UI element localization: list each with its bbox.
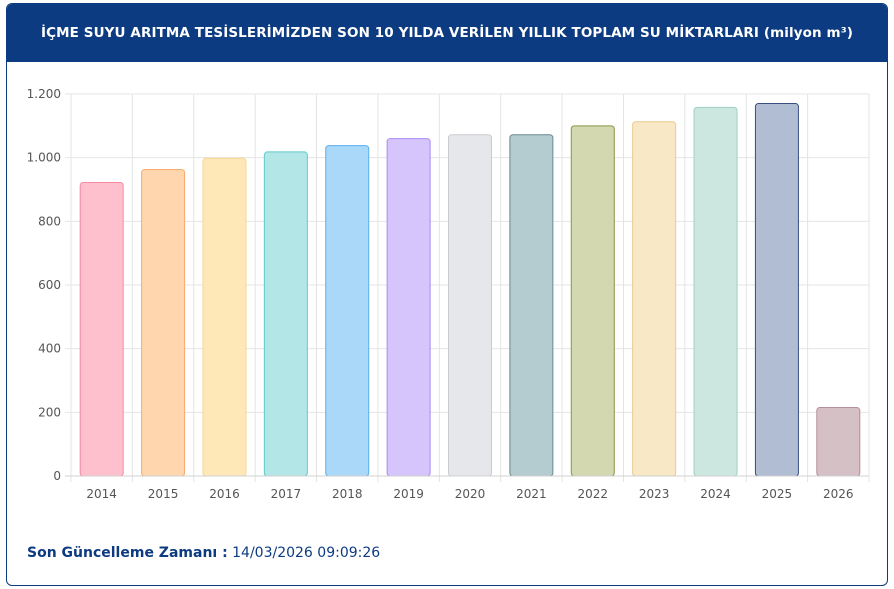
x-tick-label: 2024 xyxy=(700,487,731,501)
bar-2021 xyxy=(509,134,554,477)
bar-2023 xyxy=(632,121,677,477)
last-update-value: 14/03/2026 09:09:26 xyxy=(232,545,381,561)
x-tick-label: 2026 xyxy=(823,487,854,501)
last-update-label: Son Güncelleme Zamanı : xyxy=(27,545,228,561)
bar-2018 xyxy=(325,145,370,477)
bar-2016 xyxy=(202,157,247,477)
bar-2015 xyxy=(141,168,186,477)
x-tick-label: 2015 xyxy=(148,487,179,501)
chart-header: İÇME SUYU ARITMA TESİSLERİMİZDEN SON 10 … xyxy=(7,4,887,62)
x-tick-label: 2021 xyxy=(516,487,547,501)
chart-card: İÇME SUYU ARITMA TESİSLERİMİZDEN SON 10 … xyxy=(6,3,888,586)
last-update: Son Güncelleme Zamanı : 14/03/2026 09:09… xyxy=(27,545,380,561)
chart-area: 0 200 400 600 800 1.000 1.200 2014 2015 2016 2017 2… xyxy=(7,62,887,512)
bar-2014 xyxy=(79,181,124,477)
bar-chart: 0 200 400 600 800 1.000 1.200 2014 2015 2016 2017 2… xyxy=(27,87,870,501)
bar-2022 xyxy=(570,125,615,477)
y-tick-label: 1.200 xyxy=(27,87,61,101)
x-tick-label: 2023 xyxy=(639,487,670,501)
x-tick-label: 2018 xyxy=(332,487,363,501)
bar-2020 xyxy=(448,134,492,477)
bar-2017 xyxy=(263,151,308,477)
y-tick-label: 0 xyxy=(53,469,61,483)
x-tick-label: 2020 xyxy=(455,487,486,501)
y-tick-label: 1.000 xyxy=(27,151,61,165)
chart-title: İÇME SUYU ARITMA TESİSLERİMİZDEN SON 10 … xyxy=(41,25,853,41)
x-tick-label: 2022 xyxy=(577,487,608,501)
y-tick-label: 200 xyxy=(38,405,61,419)
bar-2026 xyxy=(816,407,861,477)
bar-2024 xyxy=(693,106,738,477)
y-tick-label: 600 xyxy=(38,278,61,292)
x-tick-label: 2014 xyxy=(86,487,117,501)
y-tick-label: 400 xyxy=(38,342,61,356)
x-tick-label: 2025 xyxy=(762,487,793,501)
x-tick-label: 2016 xyxy=(209,487,240,501)
x-tick-label: 2017 xyxy=(271,487,302,501)
y-tick-label: 800 xyxy=(38,214,61,228)
bar-2025 xyxy=(754,103,799,477)
bar-2019 xyxy=(386,138,431,477)
x-tick-label: 2019 xyxy=(393,487,424,501)
